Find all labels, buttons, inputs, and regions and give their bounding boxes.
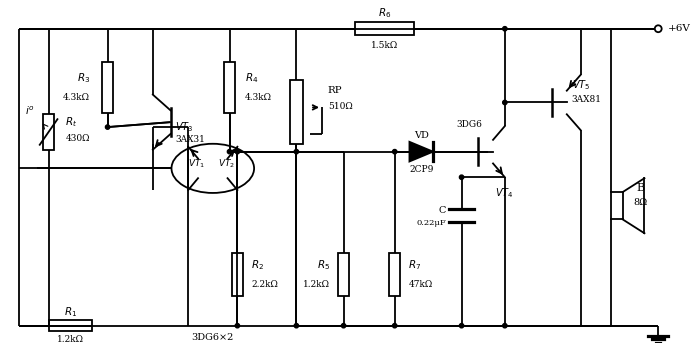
- Text: 3AX81: 3AX81: [572, 95, 602, 104]
- Text: 510Ω: 510Ω: [328, 102, 353, 111]
- Text: $R_6$: $R_6$: [378, 6, 391, 20]
- Text: 1.2kΩ: 1.2kΩ: [303, 280, 330, 289]
- Bar: [224, 62, 235, 113]
- Text: 2CP9: 2CP9: [409, 165, 434, 174]
- Bar: [102, 62, 113, 113]
- Bar: [355, 22, 414, 35]
- Circle shape: [393, 150, 397, 154]
- Text: C: C: [439, 206, 446, 215]
- Text: 1.5kΩ: 1.5kΩ: [371, 41, 398, 50]
- Bar: [389, 253, 400, 296]
- Text: RP: RP: [328, 86, 342, 95]
- Circle shape: [294, 150, 298, 154]
- Text: $R_4$: $R_4$: [245, 71, 259, 85]
- Text: 3DG6: 3DG6: [457, 120, 482, 129]
- Text: $VT_1$: $VT_1$: [189, 157, 205, 170]
- Text: $VT_4$: $VT_4$: [495, 186, 514, 200]
- Circle shape: [228, 150, 232, 154]
- Text: 47kΩ: 47kΩ: [409, 280, 433, 289]
- Circle shape: [654, 25, 661, 32]
- Circle shape: [235, 150, 239, 154]
- Text: 0.22μF: 0.22μF: [416, 219, 446, 227]
- Bar: [290, 81, 303, 144]
- Text: $R_2$: $R_2$: [251, 258, 264, 272]
- Text: $VT_2$: $VT_2$: [218, 157, 235, 170]
- Text: 430Ω: 430Ω: [65, 134, 90, 143]
- Text: 8Ω: 8Ω: [634, 198, 648, 207]
- Text: +6V: +6V: [668, 24, 691, 33]
- Text: $R_1$: $R_1$: [64, 305, 77, 319]
- Text: $VT_5$: $VT_5$: [572, 78, 590, 92]
- Circle shape: [502, 100, 507, 105]
- Text: $i^o$: $i^o$: [25, 104, 35, 117]
- Text: 4.3kΩ: 4.3kΩ: [63, 93, 90, 102]
- Bar: [232, 253, 243, 296]
- Polygon shape: [409, 142, 433, 161]
- Text: 1.2kΩ: 1.2kΩ: [57, 335, 84, 344]
- Circle shape: [502, 323, 507, 328]
- Bar: [49, 320, 92, 331]
- Circle shape: [235, 323, 239, 328]
- Circle shape: [393, 323, 397, 328]
- Circle shape: [502, 27, 507, 31]
- Text: VD: VD: [414, 132, 429, 141]
- Text: $R_5$: $R_5$: [316, 258, 330, 272]
- Text: $R_3$: $R_3$: [76, 71, 90, 85]
- Circle shape: [294, 323, 298, 328]
- Circle shape: [105, 125, 110, 129]
- Text: 3AX31: 3AX31: [176, 135, 205, 144]
- Text: B: B: [636, 183, 645, 193]
- Text: 3DG6×2: 3DG6×2: [192, 333, 234, 342]
- Text: $VT_3$: $VT_3$: [176, 120, 194, 134]
- Bar: [43, 114, 54, 150]
- Text: 2.2kΩ: 2.2kΩ: [251, 280, 278, 289]
- Circle shape: [341, 323, 346, 328]
- Circle shape: [459, 175, 464, 179]
- Text: $R_t$: $R_t$: [65, 115, 78, 129]
- Circle shape: [459, 323, 464, 328]
- Text: $R_7$: $R_7$: [409, 258, 422, 272]
- Bar: [338, 253, 349, 296]
- Text: 4.3kΩ: 4.3kΩ: [245, 93, 272, 102]
